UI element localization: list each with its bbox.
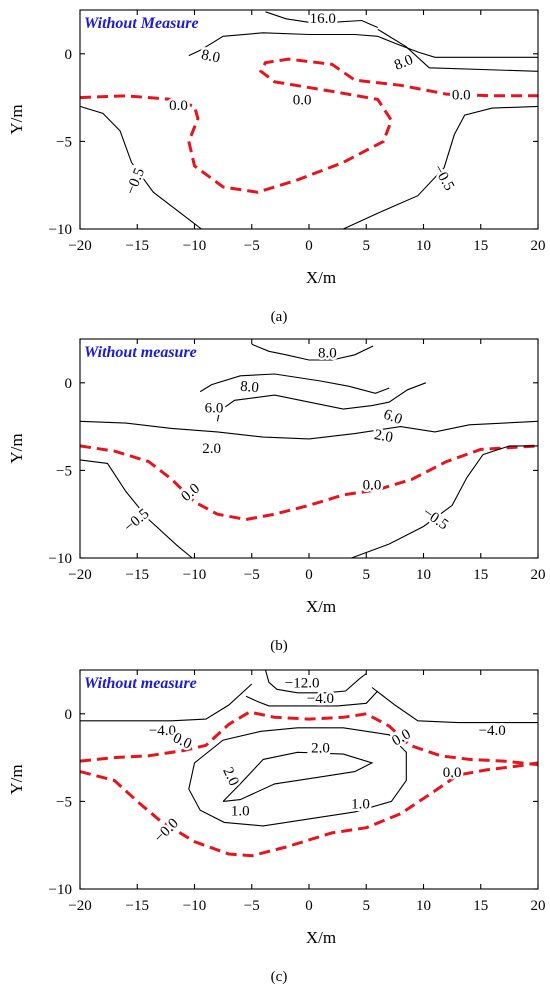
x-tick-label: 20 — [531, 898, 546, 914]
x-tick-label: −10 — [183, 567, 206, 583]
y-axis-title: Y/m — [7, 764, 26, 794]
contour-label: 0.0 — [293, 93, 312, 109]
contour-line — [372, 688, 538, 723]
contour-label: −0.5 — [123, 166, 148, 197]
y-axis-title: Y/m — [7, 433, 26, 463]
y-tick-label: −10 — [49, 222, 72, 238]
x-tick-label: −20 — [68, 898, 91, 914]
plot-frame — [80, 339, 538, 558]
y-tick-label: −5 — [56, 794, 72, 810]
x-tick-label: −5 — [244, 567, 260, 583]
panel-label: (c) — [271, 969, 288, 985]
x-tick-label: 10 — [416, 567, 431, 583]
contour-label: 0.0 — [178, 481, 203, 505]
contour-label: −4.0 — [479, 723, 506, 739]
x-tick-label: 15 — [473, 567, 488, 583]
panel-label: (a) — [271, 309, 288, 325]
panel-c: −12.0−4.0−4.0 −4.00.0 0.0−0.00.01.0 1.02.02… — [7, 670, 546, 985]
contour-label: 8.0 — [392, 52, 415, 74]
x-tick-label: 10 — [416, 238, 431, 254]
contour-label: 1.0 — [231, 803, 250, 819]
contour-label: 2.0 — [311, 740, 330, 756]
x-tick-label: −20 — [68, 567, 91, 583]
x-tick-label: −10 — [183, 898, 206, 914]
panel-a: 16.08.0 8.00.0 0.0 0.0−0.5 −0.5−20 −15 −10 −5 0 5… — [7, 10, 546, 325]
contour-label: −12.0 — [285, 675, 320, 691]
contour-line — [80, 106, 201, 229]
contour-label: −0.0 — [151, 816, 182, 847]
x-tick-label: 5 — [363, 238, 371, 254]
contour-label: 16.0 — [310, 11, 336, 27]
panel-title: Without Measure — [84, 15, 199, 32]
x-tick-label: 15 — [473, 238, 488, 254]
x-axis-title: X/m — [306, 268, 336, 287]
zero-contour-line — [80, 59, 538, 192]
contour-label: 0.0 — [169, 98, 188, 114]
x-tick-label: 0 — [305, 238, 313, 254]
y-tick-label: 0 — [65, 707, 73, 723]
x-tick-label: −5 — [244, 238, 260, 254]
x-tick-label: −10 — [183, 238, 206, 254]
x-tick-label: 0 — [305, 567, 313, 583]
contour-label: 0.0 — [452, 87, 471, 103]
x-axis-title: X/m — [306, 597, 336, 616]
x-tick-label: −15 — [126, 567, 149, 583]
panel-b: 8.08.06.06.02.02.00.0 0.0−0.5 −0.5−20 −15 −1… — [7, 339, 546, 654]
contour-line — [80, 460, 192, 558]
x-tick-label: 0 — [305, 898, 313, 914]
x-tick-label: 5 — [363, 567, 371, 583]
contour-line — [200, 374, 389, 393]
x-tick-label: 15 — [473, 898, 488, 914]
x-tick-label: 5 — [363, 898, 371, 914]
y-tick-label: −10 — [49, 551, 72, 567]
contour-label: 6.0 — [381, 407, 404, 428]
contour-label: 0.0 — [363, 478, 382, 494]
x-tick-label: 20 — [531, 567, 546, 583]
x-tick-label: 20 — [531, 238, 546, 254]
contour-label: −0.5 — [420, 505, 451, 534]
y-tick-label: −5 — [56, 134, 72, 150]
panel-title: Without measure — [84, 675, 197, 692]
x-tick-label: −15 — [126, 898, 149, 914]
y-tick-label: −5 — [56, 463, 72, 479]
contour-label: 8.0 — [318, 345, 337, 361]
x-tick-label: −15 — [126, 238, 149, 254]
y-tick-label: 0 — [65, 376, 73, 392]
contour-label: 2.0 — [202, 441, 221, 457]
contour-label: 2.0 — [219, 765, 241, 789]
x-tick-label: 10 — [416, 898, 431, 914]
contour-label: −0.5 — [121, 506, 152, 536]
contour-label: 2.0 — [373, 427, 394, 446]
plot-frame — [80, 10, 538, 229]
contour-line — [189, 728, 406, 826]
contour-line — [252, 344, 373, 360]
contour-label: 1.0 — [351, 796, 370, 812]
contour-label: −4.0 — [149, 723, 176, 739]
x-tick-label: −5 — [244, 898, 260, 914]
y-axis-title: Y/m — [7, 104, 26, 134]
x-tick-label: −20 — [68, 238, 91, 254]
x-axis-title: X/m — [306, 928, 336, 947]
zero-contour-line — [80, 763, 538, 856]
panel-label: (b) — [270, 638, 288, 654]
zero-contour-line — [80, 446, 538, 520]
contour-label: 8.0 — [200, 47, 222, 67]
contour-label: −4.0 — [307, 691, 334, 707]
y-tick-label: 0 — [65, 47, 73, 63]
contour-label: 8.0 — [239, 379, 259, 397]
contour-line — [223, 752, 372, 801]
contour-line — [189, 33, 538, 58]
y-tick-label: −10 — [49, 882, 72, 898]
contour-line — [80, 421, 538, 439]
contour-label: 6.0 — [205, 401, 224, 417]
panel-title: Without measure — [84, 344, 197, 361]
contour-label: 0.0 — [443, 765, 462, 781]
